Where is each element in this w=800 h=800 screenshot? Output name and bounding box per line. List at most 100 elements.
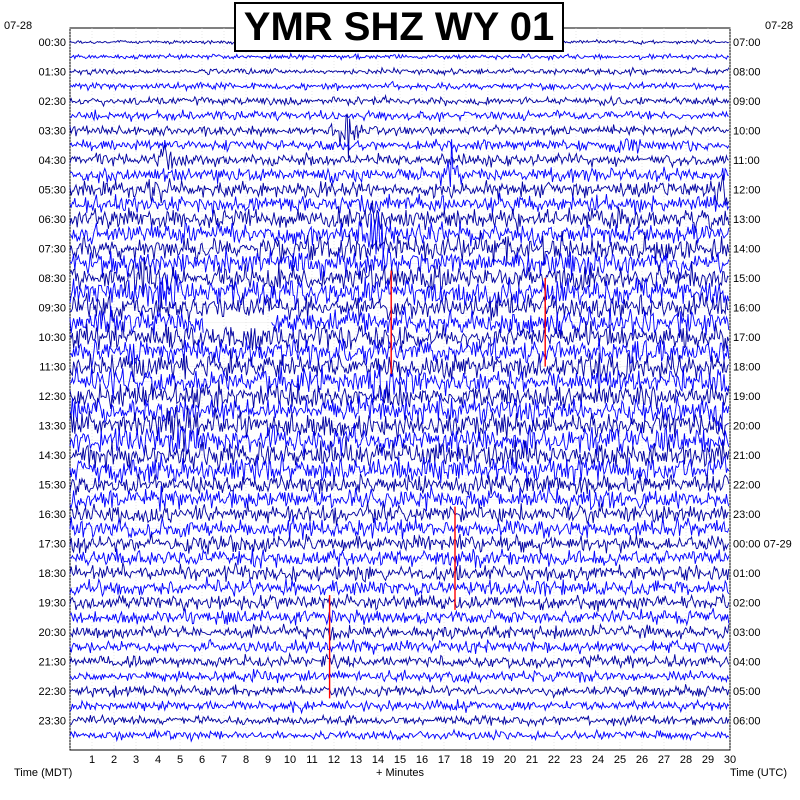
x-tick-label: 2 [111, 754, 117, 766]
trace-row [69, 52, 730, 62]
right-time-label: 14:00 [733, 244, 761, 256]
x-tick-label: 21 [526, 754, 538, 766]
x-tick-label: 13 [350, 754, 362, 766]
right-time-label: 03:00 [733, 627, 761, 639]
x-tick-label: 7 [221, 754, 227, 766]
trace-row [69, 174, 730, 206]
right-time-label: 05:00 [733, 686, 761, 698]
left-time-label: 08:30 [38, 273, 66, 285]
x-tick-label: 3 [133, 754, 139, 766]
x-tick-label: 22 [548, 754, 560, 766]
right-axis-label: Time (UTC) [730, 767, 788, 779]
right-time-label: 09:00 [733, 96, 761, 108]
trace-row [69, 515, 730, 540]
trace-row [69, 698, 730, 715]
trace-row [69, 320, 730, 353]
trace-row [69, 109, 729, 122]
trace-row [69, 652, 730, 670]
left-time-label: 19:30 [38, 598, 66, 610]
right-time-label: 13:00 [733, 214, 761, 226]
trace-row [69, 291, 729, 323]
right-date-label: 07-28 [765, 20, 794, 32]
left-time-label: 07:30 [38, 244, 66, 256]
trace-row [69, 337, 730, 368]
trace-row [69, 473, 730, 496]
trace-row [69, 423, 730, 457]
x-tick-label: 5 [177, 754, 183, 766]
trace-row [69, 533, 730, 555]
right-time-label: 02:00 [733, 598, 761, 610]
chart-title: YMR SHZ WY 01 [243, 4, 555, 49]
right-time-label: 06:00 [733, 716, 761, 728]
x-tick-label: 1 [89, 754, 95, 766]
x-tick-label: 16 [416, 754, 428, 766]
left-time-label: 21:30 [38, 657, 66, 669]
trace-row [69, 211, 730, 255]
x-tick-label: 6 [199, 754, 205, 766]
right-time-label: 15:00 [733, 273, 761, 285]
right-time-label: 01:00 [733, 568, 761, 580]
x-tick-label: 26 [636, 754, 648, 766]
trace-row [69, 638, 730, 655]
right-time-label: 18:00 [733, 362, 761, 374]
left-time-label: 16:30 [38, 509, 66, 521]
left-time-label: 11:30 [39, 362, 66, 374]
trace-row [69, 200, 730, 233]
x-tick-label: 27 [658, 754, 670, 766]
x-tick-label: 29 [702, 754, 714, 766]
trace-row [69, 576, 730, 598]
right-time-label: 21:00 [733, 450, 761, 462]
trace-row [69, 380, 730, 411]
right-time-label: 07:00 [733, 37, 761, 49]
right-time-label: 23:00 [733, 509, 761, 521]
trace-row [69, 93, 730, 108]
left-axis-label: Time (MDT) [14, 767, 73, 779]
trace-row [69, 247, 730, 282]
left-time-label: 15:30 [38, 480, 66, 492]
trace-row [69, 713, 730, 728]
left-time-label: 20:30 [38, 627, 66, 639]
trace-row [69, 668, 730, 685]
left-time-label: 17:30 [38, 539, 66, 551]
trace-row [69, 138, 730, 154]
right-time-label: 22:00 [733, 480, 761, 492]
left-time-label: 06:30 [38, 214, 66, 226]
trace-row [69, 405, 729, 452]
trace-row [69, 364, 730, 404]
trace-row [69, 113, 730, 159]
x-tick-label: 4 [155, 754, 161, 766]
right-time-label: 04:00 [733, 657, 761, 669]
trace-row [69, 562, 730, 583]
trace-row [69, 80, 730, 93]
left-time-label: 23:30 [38, 716, 66, 728]
x-tick-label: 14 [372, 754, 384, 766]
left-time-label: 12:30 [38, 391, 66, 403]
title-box: YMR SHZ WY 01 [234, 2, 564, 52]
x-tick-label: 23 [570, 754, 582, 766]
trace-row [69, 502, 729, 526]
x-axis-label: + Minutes [376, 767, 424, 779]
trace-row [69, 684, 730, 699]
x-tick-label: 9 [265, 754, 271, 766]
trace-row [69, 622, 730, 642]
right-time-label: 10:00 [733, 126, 761, 138]
left-time-label: 13:30 [38, 421, 66, 433]
left-time-label: 14:30 [38, 450, 66, 462]
trace-row [69, 192, 730, 217]
x-tick-label: 8 [243, 754, 249, 766]
right-time-label: 19:00 [733, 391, 761, 403]
x-tick-label: 28 [680, 754, 692, 766]
trace-row [69, 484, 730, 512]
trace-row [69, 453, 730, 487]
left-time-label: 01:30 [38, 67, 66, 79]
right-time-label: 08:00 [733, 67, 761, 79]
x-tick-label: 11 [306, 754, 317, 766]
x-tick-label: 10 [284, 754, 296, 766]
x-tick-label: 20 [504, 754, 516, 766]
right-time-label: 12:00 [733, 185, 761, 197]
x-tick-label: 24 [592, 754, 604, 766]
trace-row [69, 270, 730, 310]
x-tick-label: 12 [328, 754, 340, 766]
x-tick-label: 25 [614, 754, 626, 766]
